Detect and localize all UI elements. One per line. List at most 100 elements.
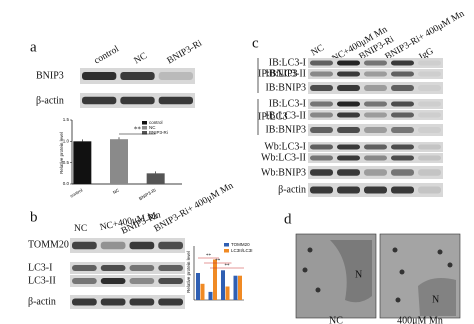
band — [364, 127, 387, 133]
blot — [70, 262, 185, 274]
legend-swatch — [224, 249, 229, 253]
band — [364, 71, 387, 77]
band — [72, 265, 97, 271]
band — [418, 112, 441, 118]
band — [337, 155, 360, 161]
significance: ** — [134, 126, 142, 134]
organelle — [392, 247, 398, 253]
band — [337, 186, 360, 194]
row-label: IB:LC3-II — [265, 110, 306, 121]
organelle — [302, 267, 308, 273]
row-label: IB:LC3-I — [269, 98, 306, 109]
band — [364, 85, 387, 91]
band — [82, 96, 117, 105]
lane-header: NC — [74, 224, 87, 234]
y-axis-label: Relative protein level — [59, 132, 64, 174]
band — [310, 155, 333, 161]
lane-header: control — [93, 44, 122, 66]
legend-label: LC3II/LC3I — [231, 248, 253, 253]
band — [391, 112, 414, 118]
band — [418, 71, 441, 77]
band — [310, 169, 333, 176]
panel-label: d — [284, 211, 292, 227]
band — [391, 60, 414, 66]
band — [72, 278, 97, 284]
band — [310, 127, 333, 133]
x-tick-label: control — [69, 188, 83, 199]
band — [158, 265, 183, 271]
band — [310, 101, 333, 107]
band — [364, 112, 387, 118]
band — [391, 144, 414, 150]
band — [100, 241, 126, 250]
band — [72, 298, 97, 306]
panel-label: c — [252, 35, 259, 51]
bar — [225, 286, 230, 300]
band — [337, 71, 360, 77]
row-label: TOMM20 — [28, 239, 69, 250]
organelle — [399, 269, 405, 275]
band — [418, 155, 441, 161]
band — [337, 112, 360, 118]
group-label: IP:LC3 — [258, 111, 287, 122]
band — [100, 265, 126, 271]
row-label: LC3-II — [28, 275, 56, 286]
band — [418, 85, 441, 91]
row-label: β-actin — [278, 184, 306, 195]
caption: 400μM Mn — [397, 315, 443, 324]
band — [337, 85, 360, 91]
band — [337, 101, 360, 107]
band — [391, 169, 414, 176]
blot — [70, 238, 185, 253]
nucleus — [330, 240, 372, 303]
organelle — [437, 249, 443, 255]
blot — [70, 295, 185, 309]
band — [337, 169, 360, 176]
row-label: β-actin — [28, 296, 56, 307]
legend-label: control — [149, 120, 163, 125]
panel-label: b — [30, 209, 38, 225]
band — [310, 186, 333, 194]
band — [418, 127, 441, 133]
band — [337, 144, 360, 150]
blot — [70, 275, 185, 287]
y-axis-label: Relative protein level — [186, 251, 191, 293]
band — [364, 101, 387, 107]
blot — [308, 153, 443, 163]
legend-label: TOMM20 — [231, 242, 250, 247]
band — [310, 112, 333, 118]
legend-swatch — [142, 126, 147, 130]
lane-header: BNIP3-Ri+ 400μM Mn — [153, 181, 236, 235]
band — [391, 85, 414, 91]
bar — [200, 283, 205, 300]
row-label: β-actin — [36, 95, 64, 106]
bar — [233, 275, 238, 300]
band — [310, 60, 333, 66]
band — [310, 85, 333, 91]
organelle — [315, 287, 321, 293]
bar — [221, 270, 225, 300]
legend-label: BNIP3-Ri — [149, 130, 168, 135]
bar — [73, 141, 92, 184]
band — [310, 71, 333, 77]
marker: N — [355, 269, 362, 280]
legend-swatch — [224, 243, 229, 247]
x-tick-label: NC — [112, 187, 121, 195]
lane-header: BNIP3-Ri — [166, 38, 205, 66]
band — [418, 60, 441, 66]
y-tick-label: 0.5 — [63, 160, 70, 165]
legend-swatch — [142, 121, 147, 125]
band — [129, 278, 155, 284]
band — [100, 298, 126, 306]
x-tick-label: BNIP3-Ri — [138, 188, 157, 202]
band — [364, 155, 387, 161]
nucleus — [418, 278, 456, 316]
band — [82, 72, 117, 80]
blot — [308, 69, 443, 79]
band — [120, 72, 155, 80]
band — [364, 169, 387, 176]
band — [418, 144, 441, 150]
marker: N — [432, 294, 439, 305]
band — [364, 144, 387, 150]
